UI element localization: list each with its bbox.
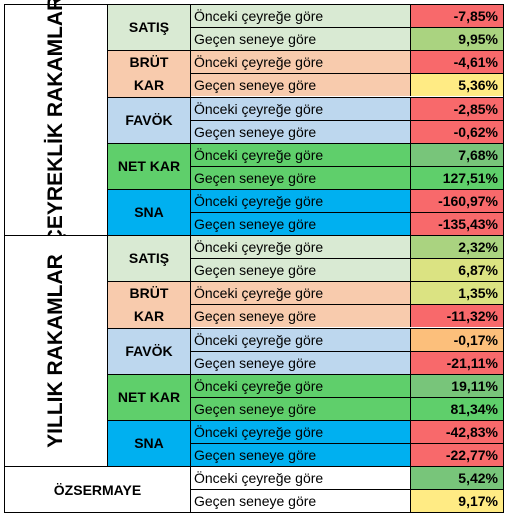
row-value: -160,97% <box>411 190 503 212</box>
group-brut-kar: BRÜT KAR Önceki çeyreğe göre 1,35% Geçen … <box>108 282 503 329</box>
group-name: BRÜT KAR <box>108 51 191 97</box>
table-row: Önceki çeyreğe göre -7,85% <box>191 5 503 28</box>
row-label: Geçen seneye göre <box>191 352 411 374</box>
table-row: Geçen seneye göre 6,87% <box>191 259 503 281</box>
row-value: -7,85% <box>411 5 503 27</box>
group-satis: SATIŞ Önceki çeyreğe göre 2,32% Geçen se… <box>108 236 503 282</box>
table-row: Önceki çeyreğe göre 19,11% <box>191 375 503 398</box>
row-label: Geçen seneye göre <box>191 74 411 96</box>
table-row: Önceki çeyreğe göre -0,17% <box>191 329 503 352</box>
table-row: Geçen seneye göre 5,36% <box>191 74 503 96</box>
row-label: Geçen seneye göre <box>191 305 411 327</box>
row-value: 6,87% <box>411 259 503 281</box>
group-name: NET KAR <box>108 144 191 189</box>
row-value: 9,17% <box>411 490 503 512</box>
section-title-cell: YILLIK RAKAMLAR <box>5 236 108 466</box>
row-label: Geçen seneye göre <box>191 167 411 189</box>
section-quarterly: ÇEYREKLİK RAKAMLAR SATIŞ Önceki çeyreğe … <box>4 0 504 244</box>
table-row: Önceki çeyreğe göre 7,68% <box>191 144 503 167</box>
row-value: -4,61% <box>411 51 503 73</box>
group-net-kar: NET KAR Önceki çeyreğe göre 7,68% Geçen … <box>108 144 503 190</box>
row-label: Geçen seneye göre <box>191 490 411 512</box>
row-value: 9,95% <box>411 28 503 50</box>
group-name: SATIŞ <box>108 5 191 50</box>
table-row: Geçen seneye göre 127,51% <box>191 167 503 189</box>
row-value: -22,77% <box>411 444 503 466</box>
group-name: BRÜT KAR <box>108 282 191 328</box>
group-brut-kar: BRÜT KAR Önceki çeyreğe göre -4,61% Geçen… <box>108 51 503 98</box>
table-row: Geçen seneye göre -21,11% <box>191 352 503 374</box>
table-row: Geçen seneye göre 9,17% <box>191 490 503 512</box>
table-row: Önceki çeyreğe göre -2,85% <box>191 98 503 121</box>
row-value: 1,35% <box>411 282 503 304</box>
row-label: Önceki çeyreğe göre <box>191 190 411 212</box>
row-value: -135,43% <box>411 213 503 235</box>
row-value: -2,85% <box>411 98 503 120</box>
row-label: Önceki çeyreğe göre <box>191 421 411 443</box>
row-value: -0,62% <box>411 121 503 143</box>
table-row: Geçen seneye göre 9,95% <box>191 28 503 50</box>
row-label: Önceki çeyreğe göre <box>191 5 411 27</box>
section-yearly: YILLIK RAKAMLAR SATIŞ Önceki çeyreğe gör… <box>4 235 504 467</box>
row-label: Geçen seneye göre <box>191 213 411 235</box>
table-row: Önceki çeyreğe göre -4,61% <box>191 51 503 74</box>
table-row: Önceki çeyreğe göre -42,83% <box>191 421 503 444</box>
group-satis: SATIŞ Önceki çeyreğe göre -7,85% Geçen s… <box>108 5 503 51</box>
group-name: SNA <box>108 421 191 466</box>
group-favok: FAVÖK Önceki çeyreğe göre -2,85% Geçen s… <box>108 98 503 144</box>
ozsermaye-name: ÖZSERMAYE <box>5 467 191 512</box>
group-name: SATIŞ <box>108 236 191 281</box>
table-row: Geçen seneye göre -0,62% <box>191 121 503 143</box>
row-label: Geçen seneye göre <box>191 28 411 50</box>
row-value: 7,68% <box>411 144 503 166</box>
group-name: FAVÖK <box>108 98 191 143</box>
group-sna: SNA Önceki çeyreğe göre -42,83% Geçen se… <box>108 421 503 466</box>
group-sna: SNA Önceki çeyreğe göre -160,97% Geçen s… <box>108 190 503 235</box>
table-row: Önceki çeyreğe göre -160,97% <box>191 190 503 213</box>
row-label: Geçen seneye göre <box>191 444 411 466</box>
table-row: Geçen seneye göre -135,43% <box>191 213 503 235</box>
section-title: ÇEYREKLİK RAKAMLAR <box>44 0 67 245</box>
section-groups: SATIŞ Önceki çeyreğe göre -7,85% Geçen s… <box>108 5 503 235</box>
row-value: -0,17% <box>411 329 503 351</box>
row-label: Önceki çeyreğe göre <box>191 98 411 120</box>
row-label: Önceki çeyreğe göre <box>191 144 411 166</box>
group-name: NET KAR <box>108 375 191 420</box>
row-label: Geçen seneye göre <box>191 259 411 281</box>
row-value: -21,11% <box>411 352 503 374</box>
row-label: Önceki çeyreğe göre <box>191 51 411 73</box>
table-row: Önceki çeyreğe göre 5,42% <box>191 467 503 490</box>
row-label: Geçen seneye göre <box>191 121 411 143</box>
table-row: Geçen seneye göre -11,32% <box>191 305 503 327</box>
group-name: SNA <box>108 190 191 235</box>
section-title-cell: ÇEYREKLİK RAKAMLAR <box>5 0 108 244</box>
section-ozsermaye: ÖZSERMAYE Önceki çeyreğe göre 5,42% Geçe… <box>4 466 504 513</box>
section-groups: SATIŞ Önceki çeyreğe göre 2,32% Geçen se… <box>108 236 503 466</box>
financial-ratios-table: ÇEYREKLİK RAKAMLAR SATIŞ Önceki çeyreğe … <box>4 0 504 513</box>
row-value: 127,51% <box>411 167 503 189</box>
row-value: 19,11% <box>411 375 503 397</box>
row-value: -42,83% <box>411 421 503 443</box>
row-label: Geçen seneye göre <box>191 398 411 420</box>
row-value: 5,42% <box>411 467 503 489</box>
row-label: Önceki çeyreğe göre <box>191 236 411 258</box>
group-name: FAVÖK <box>108 329 191 374</box>
row-label: Önceki çeyreğe göre <box>191 467 411 489</box>
group-favok: FAVÖK Önceki çeyreğe göre -0,17% Geçen s… <box>108 329 503 375</box>
section-title: YILLIK RAKAMLAR <box>44 254 67 448</box>
row-value: 2,32% <box>411 236 503 258</box>
table-row: Geçen seneye göre 81,34% <box>191 398 503 420</box>
table-row: Önceki çeyreğe göre 2,32% <box>191 236 503 259</box>
row-value: 81,34% <box>411 398 503 420</box>
row-label: Önceki çeyreğe göre <box>191 329 411 351</box>
row-label: Önceki çeyreğe göre <box>191 375 411 397</box>
row-label: Önceki çeyreğe göre <box>191 282 411 304</box>
row-value: 5,36% <box>411 74 503 96</box>
row-value: -11,32% <box>411 305 503 327</box>
table-row: Önceki çeyreğe göre 1,35% <box>191 282 503 305</box>
table-row: Geçen seneye göre -22,77% <box>191 444 503 466</box>
group-net-kar: NET KAR Önceki çeyreğe göre 19,11% Geçen… <box>108 375 503 421</box>
